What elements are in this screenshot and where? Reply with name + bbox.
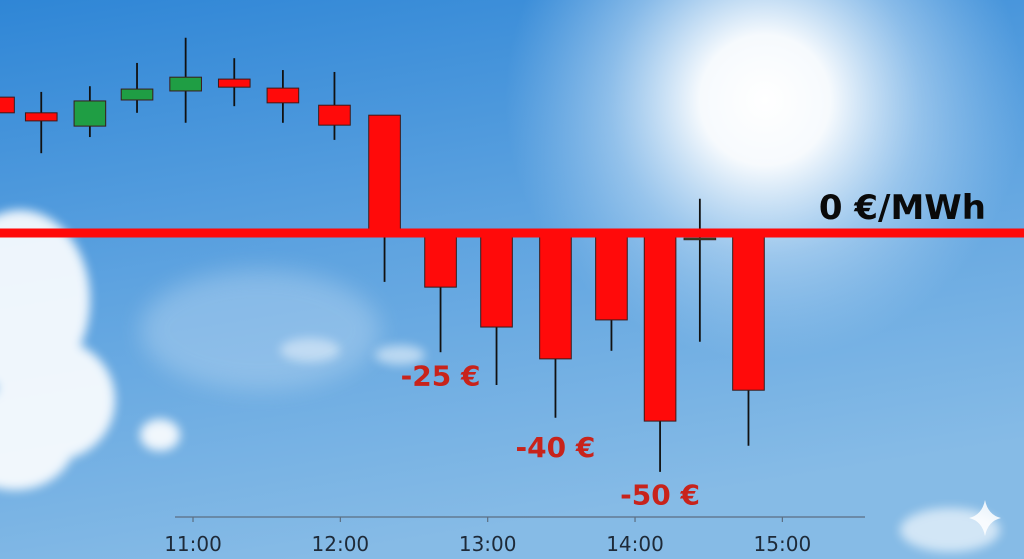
zero-line-label: 0 €/MWh bbox=[819, 188, 986, 228]
price-annotation: -40 € bbox=[516, 431, 596, 464]
plot-area: 11:00 12:00 13:00 14:00 15:00 0 €/MWh -25 € -40… bbox=[0, 37, 1024, 556]
sparkle-icon bbox=[969, 500, 1001, 536]
candle-body bbox=[424, 236, 457, 288]
price-annotation: -50 € bbox=[620, 478, 700, 511]
price-annotation: -25 € bbox=[401, 360, 481, 393]
x-tick-label: 13:00 bbox=[459, 532, 517, 556]
candle-body bbox=[643, 236, 677, 422]
candle-body bbox=[595, 236, 628, 321]
candle-body bbox=[73, 100, 107, 127]
candle-body bbox=[480, 236, 513, 328]
candle-body bbox=[318, 104, 351, 126]
candle-body bbox=[683, 237, 717, 241]
x-tick-label: 15:00 bbox=[754, 532, 812, 556]
candle-body bbox=[169, 76, 202, 92]
candle-body bbox=[732, 236, 765, 391]
candle-body bbox=[368, 114, 401, 231]
candle-body bbox=[266, 87, 300, 104]
candle-body bbox=[217, 78, 251, 88]
x-tick-label: 11:00 bbox=[164, 532, 222, 556]
candle-body bbox=[539, 236, 572, 360]
x-tick-label: 14:00 bbox=[606, 532, 664, 556]
candle-body bbox=[0, 96, 15, 114]
candle-body bbox=[120, 88, 154, 101]
candle-body bbox=[24, 112, 58, 122]
x-tick-label: 12:00 bbox=[312, 532, 370, 556]
